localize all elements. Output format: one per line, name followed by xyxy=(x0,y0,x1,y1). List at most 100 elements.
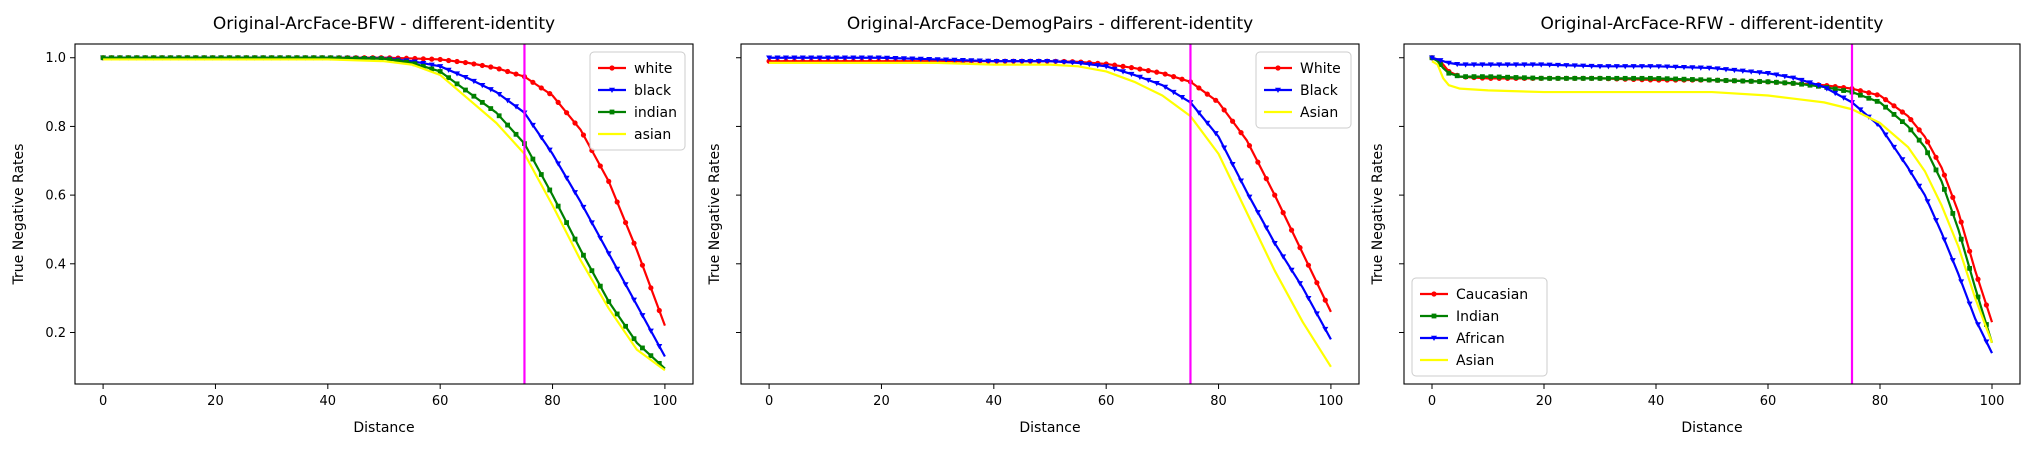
data-point-white xyxy=(555,99,561,105)
data-point-indian xyxy=(640,345,645,351)
data-point-white xyxy=(614,199,620,205)
data-point-indian xyxy=(572,236,578,242)
data-point-indian xyxy=(1891,112,1897,117)
data-point-indian xyxy=(1883,104,1888,110)
data-point-black xyxy=(850,55,857,61)
series-line-asian xyxy=(1431,60,1994,344)
data-point-black xyxy=(766,55,773,61)
data-point-indian xyxy=(1916,137,1922,143)
series-line-asian xyxy=(769,61,1332,368)
data-point-indian xyxy=(218,55,224,61)
data-point-white xyxy=(462,59,469,66)
data-point-black xyxy=(976,58,983,64)
legend-label-asian: Asian xyxy=(1456,353,1494,369)
data-point-indian xyxy=(294,55,300,61)
data-point-indian xyxy=(404,59,409,65)
data-point-african xyxy=(1916,183,1923,189)
data-point-african xyxy=(1479,62,1486,68)
data-point-white xyxy=(1305,262,1312,268)
data-point-indian xyxy=(1622,75,1628,81)
data-point-indian xyxy=(1900,119,1905,125)
data-point-white xyxy=(656,307,662,314)
x-tick-label: 20 xyxy=(207,394,224,409)
data-point-caucasian xyxy=(1899,109,1905,115)
data-point-indian xyxy=(454,81,460,87)
data-point-white xyxy=(1179,76,1185,82)
data-point-indian xyxy=(176,55,182,61)
data-point-african xyxy=(1613,64,1620,70)
data-point-indian xyxy=(269,55,275,61)
data-point-african xyxy=(1857,107,1864,113)
legend-label-black: black xyxy=(634,83,672,99)
data-point-white xyxy=(429,56,435,62)
data-point-african xyxy=(1731,67,1738,74)
data-point-black xyxy=(538,135,545,141)
data-point-indian xyxy=(1547,75,1552,81)
data-point-indian xyxy=(302,55,308,61)
data-point-black xyxy=(808,55,815,61)
data-point-white xyxy=(572,120,578,126)
data-point-indian xyxy=(193,55,199,61)
data-point-white xyxy=(1280,210,1286,216)
data-point-african xyxy=(1672,64,1679,70)
x-tick-label: 100 xyxy=(1318,394,1343,409)
data-point-african xyxy=(1941,237,1948,243)
data-point-caucasian xyxy=(1916,127,1922,133)
data-point-indian xyxy=(429,66,435,72)
data-point-indian xyxy=(252,55,258,61)
legend-label-asian: asian xyxy=(634,127,671,143)
data-point-black xyxy=(437,64,444,70)
data-point-black xyxy=(993,58,1000,65)
data-point-african xyxy=(1773,72,1780,78)
data-point-white xyxy=(1196,85,1202,91)
data-point-caucasian xyxy=(1941,172,1947,178)
data-point-black xyxy=(1145,77,1152,84)
data-point-indian xyxy=(505,122,510,128)
data-point-african xyxy=(1622,64,1629,70)
data-point-black xyxy=(841,55,848,61)
data-point-black xyxy=(496,91,503,98)
data-point-black xyxy=(917,56,924,62)
data-point-black xyxy=(1280,254,1287,260)
data-point-indian xyxy=(1732,78,1737,84)
data-point-indian xyxy=(1538,75,1544,81)
data-point-african xyxy=(1462,62,1469,68)
data-point-indian xyxy=(1748,78,1754,84)
data-point-caucasian xyxy=(1874,92,1880,98)
data-point-indian xyxy=(1799,81,1804,87)
data-point-black xyxy=(1212,131,1219,137)
data-point-african xyxy=(1681,64,1687,71)
data-point-white xyxy=(606,178,612,184)
legend: Caucasian Indian African Asian xyxy=(1411,277,1548,377)
data-point-african xyxy=(1529,62,1536,68)
data-point-african xyxy=(1840,95,1847,101)
data-point-black xyxy=(1120,69,1127,75)
data-point-caucasian xyxy=(1891,103,1897,109)
data-point-white xyxy=(1238,130,1244,136)
data-point-african xyxy=(1739,68,1746,74)
chart-panel-3: Original-ArcFace-RFW - different-identit… xyxy=(1370,14,2021,436)
data-point-african xyxy=(1765,70,1771,77)
data-point-black xyxy=(513,104,520,110)
data-point-caucasian xyxy=(1933,154,1939,160)
data-point-indian xyxy=(361,56,367,61)
data-point-black xyxy=(454,71,461,77)
data-point-white xyxy=(496,66,502,72)
data-point-black xyxy=(445,67,452,73)
data-point-indian xyxy=(1942,186,1947,192)
series-line-white xyxy=(769,60,1332,313)
x-tick-label: 80 xyxy=(1210,394,1227,409)
data-point-caucasian xyxy=(1925,139,1931,145)
data-point-white xyxy=(479,62,485,69)
data-point-black xyxy=(1153,80,1160,87)
data-point-black xyxy=(1229,162,1236,168)
data-point-black xyxy=(1297,281,1304,287)
data-point-african xyxy=(1555,62,1561,69)
data-point-indian xyxy=(1446,70,1452,76)
data-point-black xyxy=(1128,71,1135,78)
data-point-african xyxy=(1580,63,1587,69)
data-point-indian xyxy=(117,55,123,61)
data-point-black xyxy=(639,313,646,319)
data-point-african xyxy=(1899,157,1906,163)
legend-marker-indian xyxy=(1431,313,1437,319)
